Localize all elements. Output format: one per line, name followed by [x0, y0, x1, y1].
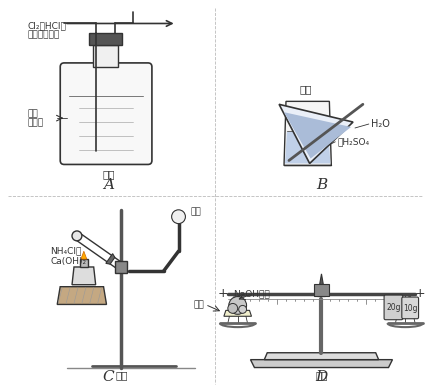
Text: 据号中性杂质: 据号中性杂质 [28, 31, 60, 40]
Polygon shape [57, 287, 106, 305]
Text: 制气: 制气 [115, 370, 127, 380]
Polygon shape [81, 251, 86, 259]
FancyBboxPatch shape [60, 63, 151, 165]
Text: A: A [103, 178, 114, 192]
Circle shape [72, 231, 82, 241]
Bar [115, 261, 127, 273]
Polygon shape [279, 104, 352, 163]
Text: NH₄Cl和: NH₄Cl和 [50, 247, 82, 256]
Text: D: D [315, 370, 327, 385]
Text: +: + [414, 287, 424, 300]
Polygon shape [106, 254, 114, 264]
Text: 浓H₂SO₄: 浓H₂SO₄ [336, 137, 369, 146]
Text: 20g: 20g [385, 303, 400, 312]
Polygon shape [317, 274, 325, 297]
Polygon shape [264, 353, 378, 359]
Text: Ca(OH)₂: Ca(OH)₂ [50, 257, 86, 265]
Polygon shape [283, 102, 331, 165]
Polygon shape [283, 112, 350, 158]
Text: C: C [102, 370, 114, 385]
Bar [89, 33, 122, 45]
Circle shape [238, 305, 246, 313]
Text: 食盐水: 食盐水 [28, 118, 44, 127]
Text: 称量: 称量 [314, 370, 327, 380]
Text: 纸片: 纸片 [193, 300, 203, 309]
FancyBboxPatch shape [383, 295, 402, 320]
Text: H₂O: H₂O [370, 119, 389, 129]
Circle shape [171, 210, 185, 223]
Circle shape [227, 303, 237, 313]
Polygon shape [284, 131, 329, 163]
Text: 10g: 10g [402, 304, 417, 313]
FancyBboxPatch shape [401, 297, 418, 319]
Polygon shape [223, 310, 251, 316]
Circle shape [228, 297, 246, 314]
Bar [80, 259, 88, 267]
Text: 饱和: 饱和 [28, 110, 38, 119]
Text: 除杂: 除杂 [102, 169, 114, 179]
Bar [69, 96, 143, 156]
Polygon shape [72, 267, 95, 285]
Text: B: B [315, 178, 326, 192]
Bar [92, 45, 118, 67]
Text: 稼释: 稼释 [299, 85, 311, 94]
Polygon shape [250, 359, 392, 368]
Text: +: + [217, 287, 227, 300]
Text: NaOH固体: NaOH固体 [232, 289, 269, 298]
Text: Cl₂（HCl）: Cl₂（HCl） [28, 21, 66, 30]
Text: 棉花: 棉花 [190, 207, 201, 216]
Bar [313, 284, 329, 296]
